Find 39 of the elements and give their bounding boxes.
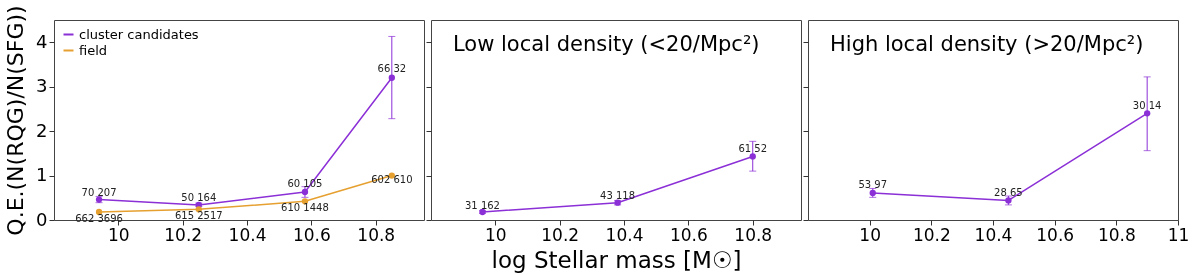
x-axis-title: log Stellar mass [M☉] (491, 246, 742, 273)
x-tick-label: 10 (485, 224, 507, 245)
annotation: Low local density (<20/Mpc²) (453, 32, 760, 56)
x-tick-label: 10 (859, 224, 881, 245)
legend-label: field (79, 42, 108, 58)
legend-label: cluster candidates (79, 26, 199, 42)
x-tick-label: 10.4 (228, 224, 267, 245)
x-tick-label: 10.2 (541, 224, 580, 245)
annotation: 50 164 (181, 191, 217, 203)
annotation: 66 32 (377, 62, 407, 74)
annotation: High local density (>20/Mpc²) (830, 32, 1144, 56)
x-tick-label: 10.4 (605, 224, 644, 245)
annotation: 28 65 (994, 187, 1023, 199)
y-tick-label: 1 (36, 164, 48, 186)
annotation: 61 52 (738, 142, 768, 154)
x-tick-label: 10.6 (1036, 224, 1075, 245)
y-axis-title: Q.E.(N(RQG)/N(SFG)) (3, 5, 29, 236)
annotation: 615 2517 (174, 210, 223, 221)
x-tick-label: 10.8 (1097, 224, 1136, 245)
x-tick-label: 11 (1167, 224, 1190, 245)
y-tick-label: 4 (36, 30, 48, 52)
x-tick-label: 10 (108, 224, 130, 245)
y-tick-label: 0 (36, 208, 48, 230)
x-tick-label: 10.6 (669, 224, 708, 245)
x-tick-label: 10.2 (164, 224, 203, 245)
y-tick-label: 3 (36, 75, 48, 97)
x-tick-label: 10.6 (292, 224, 331, 245)
y-tick-label: 2 (36, 119, 48, 141)
x-tick-label: 10.8 (734, 224, 773, 245)
annotation: 70 207 (81, 187, 117, 199)
annotation: 53 97 (858, 179, 888, 191)
point (388, 74, 395, 81)
x-tick-label: 10.2 (912, 224, 951, 245)
annotation: 43 118 (600, 190, 636, 202)
annotation: 31 162 (464, 199, 500, 211)
x-tick-label: 10.8 (357, 224, 396, 245)
annotation: 610 1448 (281, 202, 329, 213)
x-tick-label: 10.4 (974, 224, 1013, 245)
annotation: 30 14 (1132, 99, 1162, 111)
